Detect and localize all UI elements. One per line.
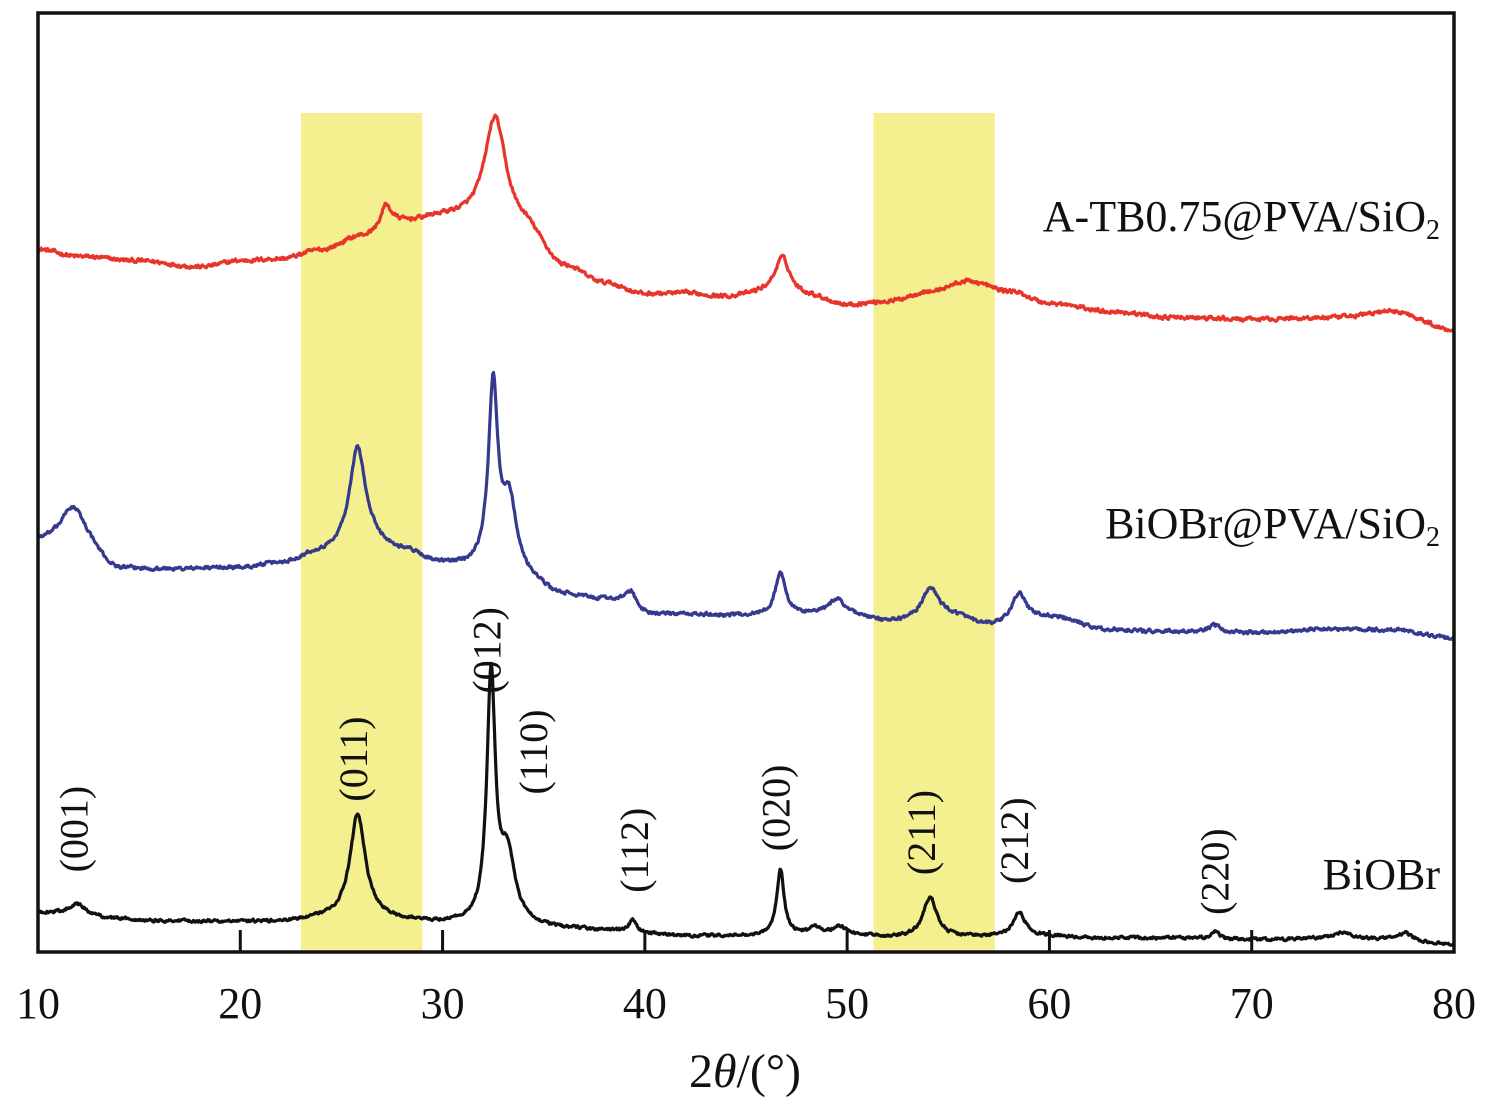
- axes: [36, 11, 1456, 954]
- series-line-biobr-pva-sio: [37, 370, 1456, 641]
- peak-label-012: (012): [464, 607, 509, 694]
- series-line-a-tb0-75-pva-sio: [36, 113, 1456, 333]
- peak-label-011: (011): [331, 716, 376, 801]
- series-label-a-tb0-75-pva-sio: A-TB0.75@PVA/SiO2: [1043, 192, 1440, 246]
- highlight-band-2: [873, 113, 995, 950]
- x-tick-label-20: 20: [218, 979, 262, 1028]
- plot-frame: [36, 11, 1456, 954]
- x-tick-label-70: 70: [1230, 979, 1274, 1028]
- series-labels: A-TB0.75@PVA/SiO2 BiOBr@PVA/SiO2 BiOBr: [1043, 192, 1441, 899]
- peak-label-110: (110): [511, 709, 556, 794]
- x-tick-label-60: 60: [1027, 979, 1071, 1028]
- x-axis-label: 2θ/(°): [689, 1045, 801, 1098]
- highlight-bands: [300, 113, 995, 950]
- x-tick-label-50: 50: [825, 979, 869, 1028]
- peak-label-220: (220): [1193, 828, 1238, 915]
- peak-label-001: (001): [52, 786, 97, 873]
- x-tick-label-10: 10: [16, 979, 60, 1028]
- peak-label-211: (211): [899, 790, 944, 875]
- peak-annotations: (001) (011) (012)(110) (112) (020) (211) (212)…: [52, 607, 1238, 915]
- x-tick-label-40: 40: [623, 979, 667, 1028]
- series-label-biobr-pva-sio: BiOBr@PVA/SiO2: [1105, 499, 1440, 553]
- series-line-biobr: [36, 661, 1456, 947]
- peak-label-020: (020): [754, 765, 799, 852]
- series-label-biobr: BiOBr: [1323, 850, 1441, 899]
- peak-label-112: (112): [612, 808, 657, 893]
- x-tick-labels: 10 20 30 40 50 60 70 80: [16, 979, 1476, 1028]
- highlight-band-1: [300, 113, 423, 950]
- x-tick-label-30: 30: [421, 979, 465, 1028]
- series-group: [36, 113, 1456, 947]
- peak-label-212: (212): [992, 797, 1037, 884]
- x-tick-label-80: 80: [1432, 979, 1476, 1028]
